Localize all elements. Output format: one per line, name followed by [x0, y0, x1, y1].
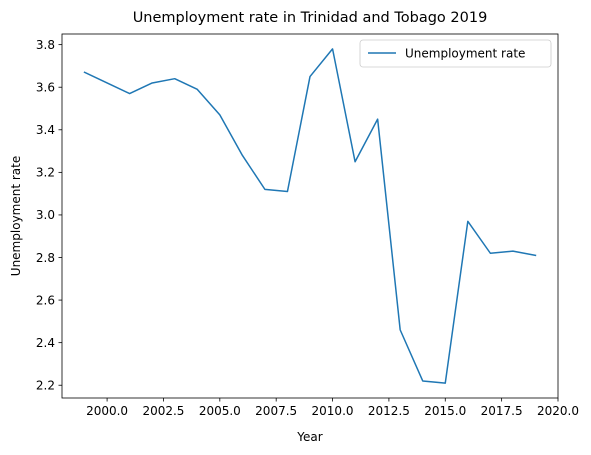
x-tick-label: 2020.0: [537, 404, 579, 418]
legend: Unemployment rate: [359, 39, 552, 68]
y-tick-label: 2.4: [36, 336, 55, 350]
x-axis-label: Year: [296, 430, 322, 444]
y-tick-label: 3.2: [36, 166, 55, 180]
y-tick-label: 3.0: [36, 208, 55, 222]
y-tick-label: 3.6: [36, 81, 55, 95]
y-tick-label: 2.2: [36, 379, 55, 393]
x-tick-label: 2012.5: [368, 404, 410, 418]
x-axis: 2000.0 2002.5 2005.0 2007.5 2010.0 2012.5 2015…: [86, 398, 579, 418]
x-tick-label: 2015.0: [424, 404, 466, 418]
legend-box: [359, 39, 552, 68]
x-tick-label: 2000.0: [86, 404, 128, 418]
chart-title: Unemployment rate in Trinidad and Tobago…: [133, 10, 488, 26]
series-line-unemployment-rate: [83, 48, 537, 384]
y-tick-label: 2.6: [36, 293, 55, 307]
x-tick-label: 2002.5: [142, 404, 184, 418]
x-tick-label: 2010.0: [312, 404, 354, 418]
x-tick-label: 2007.5: [255, 404, 297, 418]
legend-label: Unemployment rate: [405, 47, 525, 61]
x-tick-label: 2005.0: [199, 404, 241, 418]
y-tick-label: 3.4: [36, 123, 55, 137]
y-axis: 2.2 2.4 2.6 2.8 3.0 3.2 3.4 3.6 3.8: [36, 38, 62, 393]
y-axis-label: Unemployment rate: [9, 156, 23, 276]
plot-area: [62, 34, 558, 398]
x-tick-label: 2017.5: [481, 404, 523, 418]
plot-frame: [61, 33, 559, 399]
y-tick-label: 3.8: [36, 38, 55, 52]
y-tick-label: 2.8: [36, 251, 55, 265]
